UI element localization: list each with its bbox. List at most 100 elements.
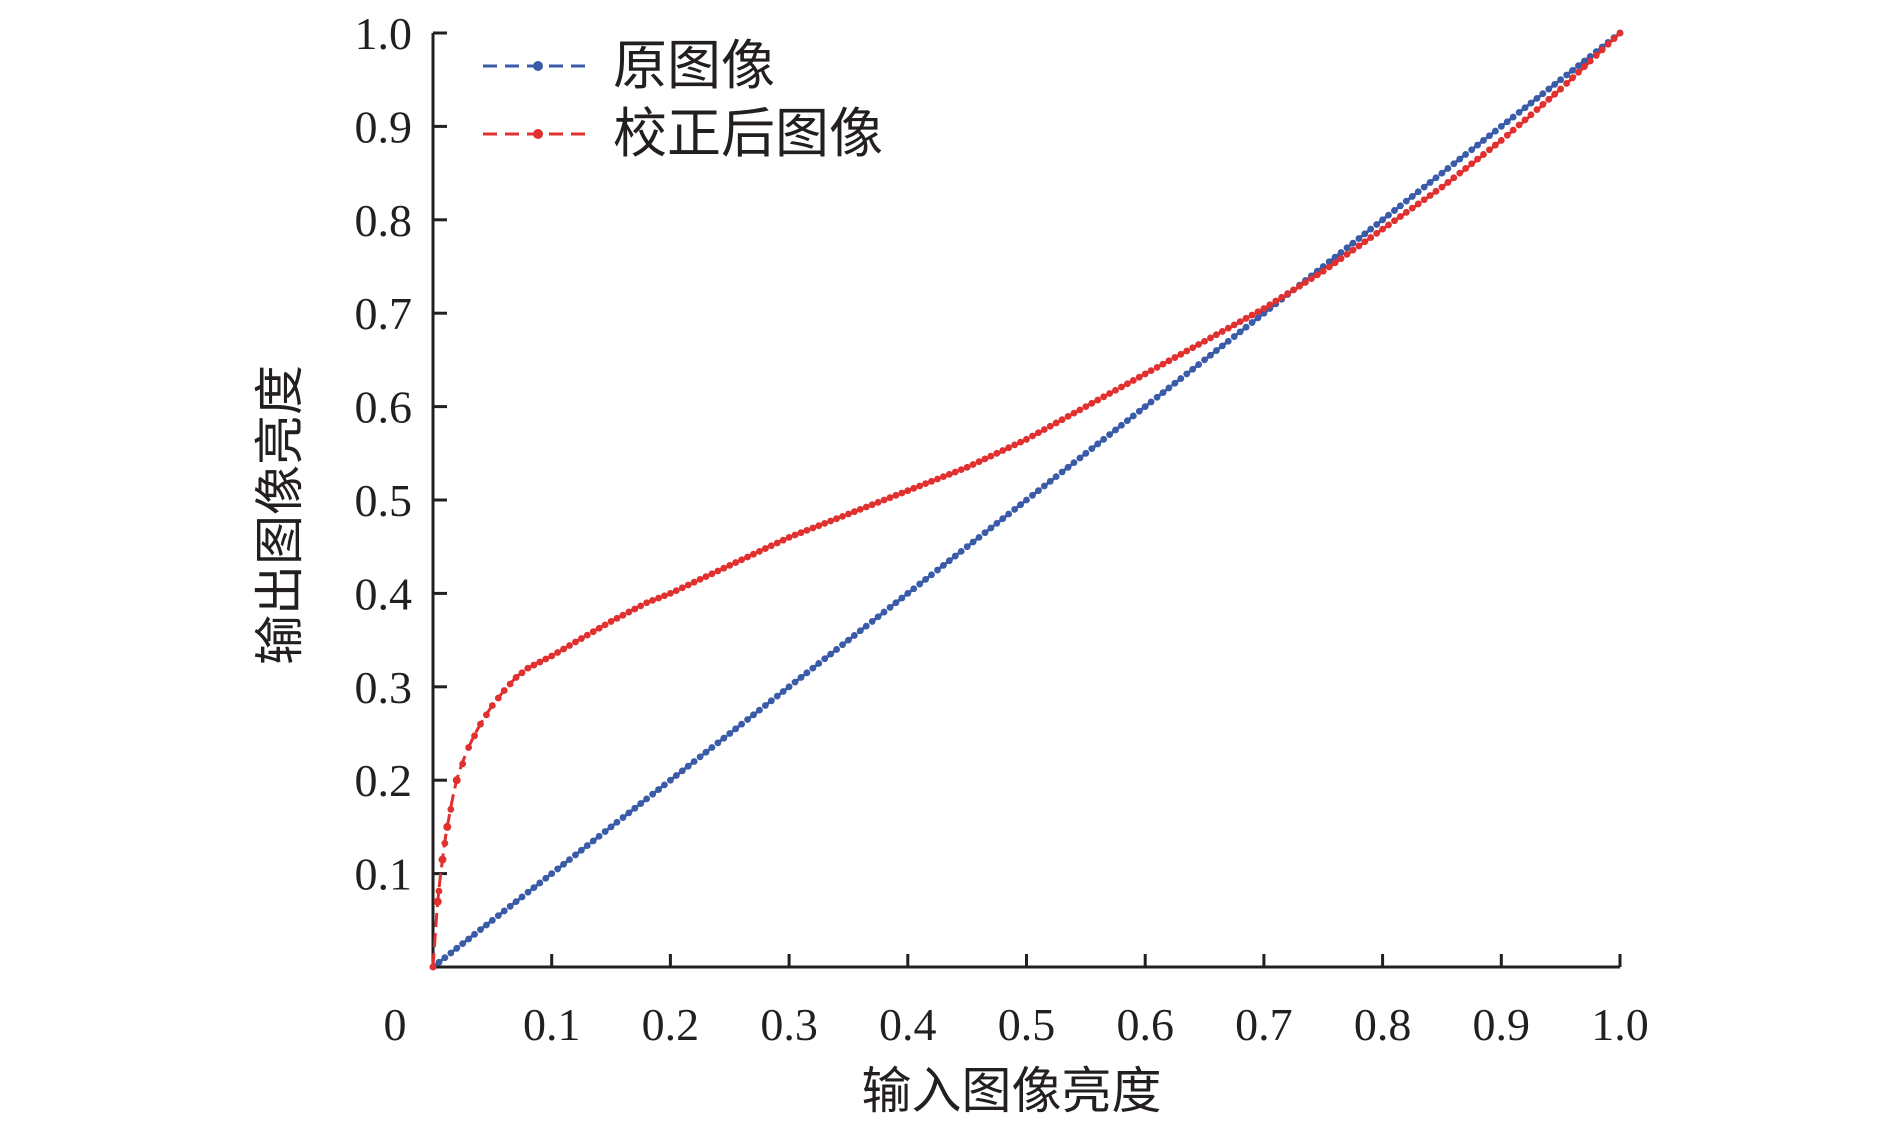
series-point	[1165, 357, 1173, 365]
series-point	[898, 489, 906, 497]
series-point	[773, 539, 781, 547]
series-point	[1213, 347, 1220, 354]
series-point	[438, 855, 447, 864]
series-point	[981, 529, 989, 537]
series-point	[1070, 459, 1078, 467]
series-point	[607, 823, 615, 831]
series-point	[1189, 344, 1197, 352]
series-point	[1141, 370, 1149, 378]
series-point	[1361, 230, 1369, 238]
x-tick-label: 0.5	[998, 999, 1056, 1050]
series-point	[465, 935, 473, 943]
y-tick-label: 0.8	[355, 195, 413, 246]
series-point	[1201, 356, 1208, 364]
series-point	[589, 628, 597, 636]
series-point	[1325, 263, 1333, 271]
series-point	[702, 748, 710, 756]
series-point	[1438, 169, 1446, 177]
series-point	[542, 874, 550, 882]
series-point	[1207, 334, 1214, 342]
series-point	[433, 897, 442, 906]
series-point	[1147, 398, 1155, 406]
series-point	[667, 776, 674, 784]
series-point	[791, 678, 799, 686]
series-point	[477, 926, 484, 934]
series-point	[708, 570, 716, 578]
series-point	[963, 543, 971, 551]
series-point	[690, 578, 698, 586]
series-point	[443, 822, 452, 831]
series-point	[1331, 253, 1339, 261]
series-point	[1420, 183, 1428, 191]
series-point	[975, 533, 983, 541]
series-point	[1034, 487, 1042, 495]
series-point	[845, 636, 852, 644]
series-point	[1586, 52, 1594, 60]
series-point	[1598, 46, 1606, 54]
series-point	[1563, 71, 1570, 79]
series-point	[1005, 444, 1013, 452]
series-point	[1242, 323, 1250, 331]
series-point	[916, 482, 924, 490]
series-point	[714, 739, 722, 747]
series-point	[1171, 354, 1179, 361]
series-point	[583, 631, 591, 639]
series-point	[1379, 216, 1386, 224]
series-point	[447, 949, 455, 957]
series-point	[732, 725, 740, 733]
series-point	[1058, 416, 1066, 424]
series-point	[934, 566, 941, 574]
series-point	[1420, 196, 1428, 204]
y-tick-label: 0.6	[355, 382, 413, 433]
series-point	[1385, 221, 1392, 229]
series-point	[797, 529, 805, 537]
series-point	[554, 865, 562, 873]
series-point	[530, 661, 538, 669]
series-point	[1213, 331, 1220, 339]
series-point	[643, 795, 651, 803]
y-tick-label: 0.9	[355, 101, 413, 152]
series-point	[1391, 217, 1398, 225]
series-point	[880, 608, 888, 616]
series-point	[524, 664, 532, 672]
series-point	[1337, 249, 1345, 256]
series-point	[488, 916, 496, 924]
series-point	[1391, 207, 1398, 214]
series-point	[1183, 370, 1191, 378]
series-point	[1432, 174, 1440, 182]
series-point	[696, 575, 704, 583]
series-point	[1361, 238, 1369, 246]
series-point	[1195, 341, 1203, 348]
series-point	[1533, 94, 1541, 102]
series-point	[957, 466, 965, 474]
series-point	[928, 477, 935, 485]
series-point	[1563, 80, 1570, 87]
series-point	[1177, 350, 1185, 358]
series-point	[767, 697, 775, 705]
series-point	[761, 545, 769, 552]
series-point	[1462, 151, 1470, 158]
series-point	[1444, 165, 1452, 172]
series-point	[477, 720, 484, 728]
series-point	[1034, 429, 1042, 437]
series-point	[1462, 165, 1470, 172]
series-point	[910, 484, 918, 492]
series-point	[560, 860, 567, 868]
series-point	[601, 828, 609, 835]
series-point	[916, 580, 924, 588]
series-point	[1325, 258, 1333, 266]
series-layer	[429, 29, 1624, 971]
series-point	[1017, 501, 1024, 509]
series-point	[607, 618, 615, 625]
series-point	[797, 674, 805, 681]
series-point	[1183, 347, 1191, 355]
series-point	[922, 480, 930, 488]
series-point	[506, 902, 514, 910]
series-point	[809, 664, 817, 672]
x-tick-label: 0.8	[1354, 999, 1412, 1050]
series-point	[1230, 333, 1238, 340]
series-point	[785, 533, 793, 541]
series-point	[987, 524, 995, 532]
series-point	[945, 557, 953, 565]
